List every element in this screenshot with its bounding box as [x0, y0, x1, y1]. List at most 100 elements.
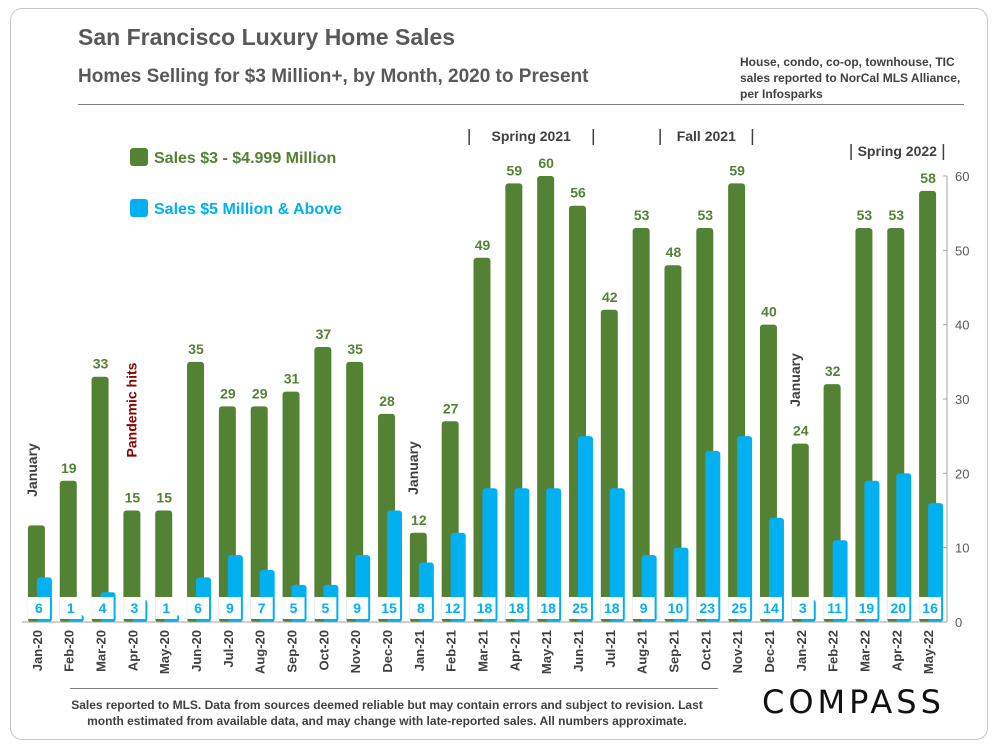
- y-tick-label: 10: [955, 541, 969, 556]
- value-box: [218, 597, 241, 619]
- annotation-label: January: [405, 441, 421, 495]
- value-box: [537, 597, 560, 619]
- legend-swatch-green: [130, 148, 148, 166]
- y-tick-label: 20: [955, 466, 969, 481]
- bar-blue: [896, 473, 912, 622]
- bar-label-green: 12: [411, 512, 427, 528]
- bar-green: [155, 510, 173, 622]
- bar-label-blue: 15: [381, 600, 397, 616]
- bar-label-blue: 5: [290, 600, 298, 616]
- value-box: [791, 597, 814, 619]
- y-tick-label: 30: [955, 392, 969, 407]
- value-box: [441, 597, 464, 619]
- bar-blue: [514, 488, 530, 622]
- value-box: [568, 597, 591, 619]
- bar-label-blue: 16: [922, 600, 938, 616]
- bar-blue: [928, 503, 944, 622]
- bar-label-blue: 18: [477, 600, 493, 616]
- annotation-label: January: [24, 443, 40, 497]
- bar-label-green: 31: [284, 371, 300, 387]
- value-box: [919, 597, 942, 619]
- bar-label-blue: 4: [99, 600, 107, 616]
- value-box: [314, 597, 337, 619]
- bar-label-blue: 9: [640, 600, 648, 616]
- value-box: [855, 597, 878, 619]
- bar-label-blue: 5: [321, 600, 329, 616]
- bar-label-green: 40: [761, 304, 777, 320]
- x-tick-label: Mar-22: [857, 630, 872, 672]
- bar-green: [123, 510, 141, 622]
- value-box: [696, 597, 719, 619]
- bar-green: [59, 480, 77, 622]
- value-box: [155, 597, 178, 619]
- bar-label-blue: 9: [226, 600, 234, 616]
- value-box: [728, 597, 751, 619]
- bar-label-green: 58: [920, 170, 936, 186]
- bar-green: [632, 228, 650, 623]
- bar-label-blue: 12: [445, 600, 461, 616]
- x-tick-label: Oct-20: [316, 630, 331, 670]
- x-tick-label: Jun-21: [571, 630, 586, 672]
- bar-label-blue: 25: [572, 600, 588, 616]
- bar-label-blue: 6: [194, 600, 202, 616]
- bar-label-green: 35: [188, 341, 204, 357]
- bar-label-blue: 14: [763, 600, 779, 616]
- bar-label-green: 28: [379, 393, 395, 409]
- value-box: [123, 597, 146, 619]
- x-tick-label: Nov-21: [730, 630, 745, 673]
- bar-label-green: 35: [347, 341, 363, 357]
- x-tick-label: Sep-21: [666, 630, 681, 673]
- x-tick-label: Jan-20: [30, 630, 45, 671]
- value-box: [27, 597, 50, 619]
- x-tick-label: Jul-20: [221, 630, 236, 668]
- bar-green: [91, 376, 109, 622]
- bar-green: [250, 406, 268, 622]
- season-label: Spring 2021: [492, 128, 572, 144]
- value-box: [823, 597, 846, 619]
- x-tick-label: Jan-22: [794, 630, 809, 671]
- bar-label-green: 24: [793, 423, 809, 439]
- chart-subtitle: Homes Selling for $3 Million+, by Month,…: [78, 66, 589, 87]
- x-tick-label: Nov-20: [348, 630, 363, 673]
- bar-label-green: 37: [316, 326, 332, 342]
- value-box: [59, 597, 82, 619]
- y-tick-label: 40: [955, 318, 969, 333]
- bar-blue: [737, 436, 753, 622]
- x-tick-label: May-22: [921, 630, 936, 674]
- bar-label-green: 42: [602, 289, 618, 305]
- bar-label-green: 15: [125, 490, 141, 506]
- bar-label-blue: 9: [353, 600, 361, 616]
- bar-label-green: 19: [61, 460, 77, 476]
- header-divider: [78, 104, 964, 105]
- bar-green: [282, 391, 300, 622]
- bar-label-green: 33: [93, 356, 109, 372]
- x-tick-label: Jul-21: [603, 630, 618, 668]
- bar-label-green: 53: [698, 207, 714, 223]
- x-tick-label: Mar-21: [476, 630, 491, 672]
- legend-swatch-blue: [130, 199, 148, 217]
- bar-label-blue: 19: [859, 600, 875, 616]
- value-box: [409, 597, 432, 619]
- bar-blue: [546, 488, 562, 622]
- bar-label-blue: 23: [700, 600, 716, 616]
- x-tick-label: Feb-20: [62, 630, 77, 672]
- bar-label-green: 27: [443, 400, 459, 416]
- bar-label-blue: 18: [509, 600, 525, 616]
- bar-blue: [387, 510, 403, 622]
- value-box: [346, 597, 369, 619]
- value-box: [473, 597, 496, 619]
- annotation-label: Pandemic hits: [123, 362, 139, 457]
- bar-label-blue: 8: [417, 600, 425, 616]
- bar-label-blue: 25: [731, 600, 747, 616]
- y-tick-label: 60: [955, 169, 969, 184]
- bar-label-blue: 6: [35, 600, 43, 616]
- x-tick-label: Aug-21: [635, 630, 650, 674]
- y-tick-label: 50: [955, 243, 969, 258]
- bar-blue: [768, 517, 784, 622]
- bar-blue: [609, 488, 625, 622]
- bar-label-green: 48: [666, 244, 682, 260]
- footer-divider: [70, 688, 718, 689]
- legend-label-green: Sales $3 - $4.999 Million: [154, 150, 336, 167]
- value-box: [759, 597, 782, 619]
- y-tick-label: 0: [955, 615, 962, 630]
